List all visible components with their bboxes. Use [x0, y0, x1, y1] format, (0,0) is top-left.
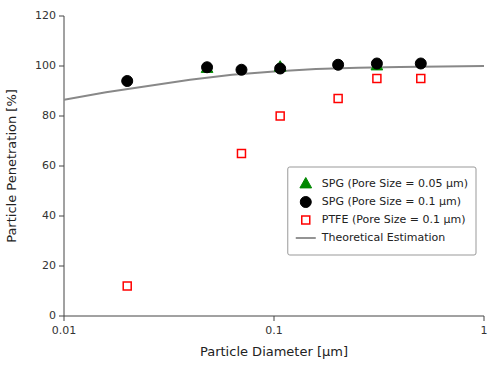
x-axis-line: [64, 316, 484, 317]
legend-symbol: [300, 178, 312, 188]
legend-item: Theoretical Estimation: [296, 231, 446, 244]
series-points: [122, 58, 427, 87]
data-point: [201, 62, 213, 72]
y-tick-label: 100: [35, 59, 56, 72]
data-point: [276, 112, 284, 120]
y-tick-label: 0: [49, 309, 56, 322]
data-point: [236, 64, 247, 75]
x-tick-label: 0.1: [265, 324, 283, 337]
data-point: [202, 62, 213, 73]
series-points: [201, 60, 383, 73]
legend-symbol: [296, 237, 316, 239]
x-tick-label: 1: [481, 324, 488, 337]
y-tick-label: 40: [42, 209, 56, 222]
data-point: [334, 95, 342, 103]
x-tick: [484, 316, 485, 321]
legend-item: SPG (Pore Size = 0.1 μm): [300, 195, 461, 208]
y-tick: [59, 266, 64, 267]
data-point: [123, 282, 131, 290]
y-tick-label: 80: [42, 109, 56, 122]
y-tick-label: 20: [42, 259, 56, 272]
legend-box: [288, 167, 476, 255]
x-tick: [274, 316, 275, 321]
legend-symbol: [300, 197, 311, 208]
y-axis: 0 20 40 60 80 100 120: [35, 9, 64, 322]
legend-label: Theoretical Estimation: [321, 231, 446, 244]
data-point: [275, 63, 286, 74]
y-axis-label: Particle Penetration [%]: [4, 89, 19, 243]
chart: 0 20 40 60 80 100 120 0.01 0.1 1 Particle Diameter…: [0, 0, 500, 366]
data-point: [122, 76, 133, 87]
plot-area: [64, 58, 484, 290]
y-tick: [59, 316, 64, 317]
y-tick: [59, 16, 64, 17]
y-tick: [59, 216, 64, 217]
data-point: [417, 75, 425, 83]
legend-label: SPG (Pore Size = 0.1 μm): [322, 195, 461, 208]
legend-item: SPG (Pore Size = 0.05 μm): [300, 177, 468, 190]
legend-symbol: [302, 216, 310, 224]
y-tick-label: 120: [35, 9, 56, 22]
x-tick-label: 0.01: [52, 324, 77, 337]
legend-label: SPG (Pore Size = 0.05 μm): [322, 177, 468, 190]
x-axis: 0.01 0.1 1: [52, 316, 488, 337]
y-tick: [59, 166, 64, 167]
data-point: [371, 58, 382, 69]
legend-label: PTFE (Pore Size = 0.1 μm): [322, 213, 466, 226]
y-tick: [59, 66, 64, 67]
data-point: [373, 75, 381, 83]
legend-item: PTFE (Pore Size = 0.1 μm): [302, 213, 466, 226]
x-axis-label: Particle Diameter [μm]: [200, 344, 348, 359]
data-point: [415, 58, 426, 69]
data-point: [237, 150, 245, 158]
data-point: [333, 59, 344, 70]
x-tick: [64, 316, 65, 321]
y-axis-line: [64, 16, 65, 316]
legend: SPG (Pore Size = 0.05 μm) SPG (Pore Size …: [288, 167, 476, 255]
y-tick-label: 60: [42, 159, 56, 172]
y-tick: [59, 116, 64, 117]
